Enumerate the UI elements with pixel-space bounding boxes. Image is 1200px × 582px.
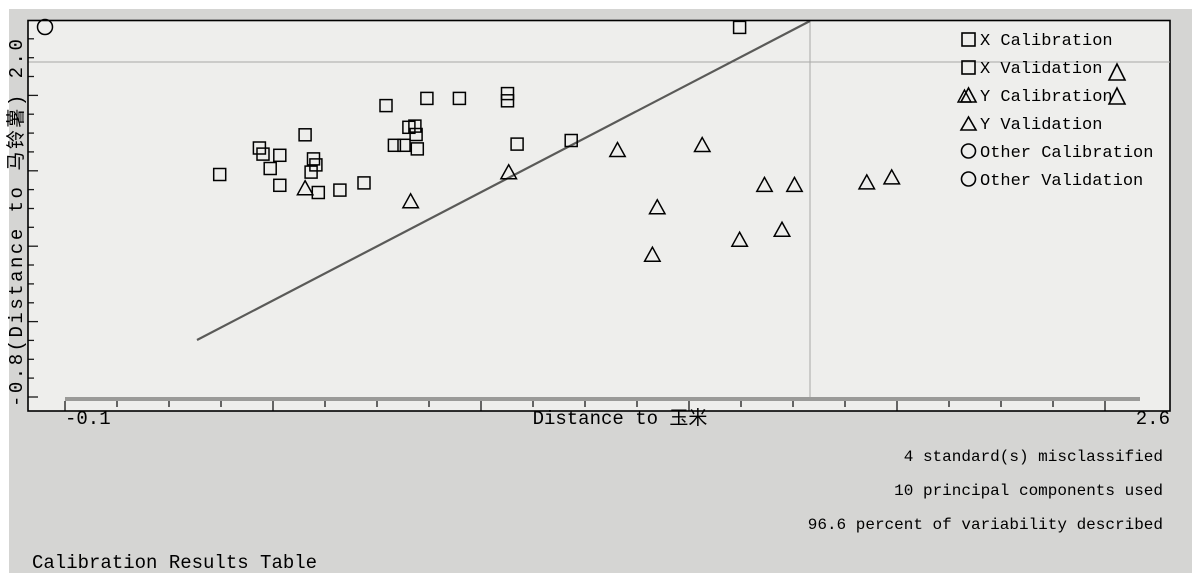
- svg-text:Calibration Results Table: Calibration Results Table: [32, 552, 317, 574]
- svg-text:96.6 percent of variability de: 96.6 percent of variability described: [808, 516, 1163, 534]
- svg-text:Y Validation: Y Validation: [980, 116, 1102, 135]
- svg-text:Other Calibration: Other Calibration: [980, 144, 1153, 163]
- svg-text:Distance to 玉米: Distance to 玉米: [533, 407, 708, 430]
- svg-text:2.6: 2.6: [1136, 408, 1170, 430]
- svg-text:-0.1: -0.1: [65, 408, 111, 430]
- svg-text:Other Validation: Other Validation: [980, 172, 1143, 191]
- svg-text:4 standard(s) misclassified: 4 standard(s) misclassified: [904, 448, 1163, 466]
- svg-text:X Calibration: X Calibration: [980, 32, 1113, 51]
- svg-text:10 principal components used: 10 principal components used: [894, 482, 1163, 500]
- svg-text:Y Calibration: Y Calibration: [980, 88, 1113, 107]
- svg-text:-0.8(Distance to 马铃薯) 2.0: -0.8(Distance to 马铃薯) 2.0: [5, 37, 28, 407]
- svg-text:X Validation: X Validation: [980, 60, 1102, 79]
